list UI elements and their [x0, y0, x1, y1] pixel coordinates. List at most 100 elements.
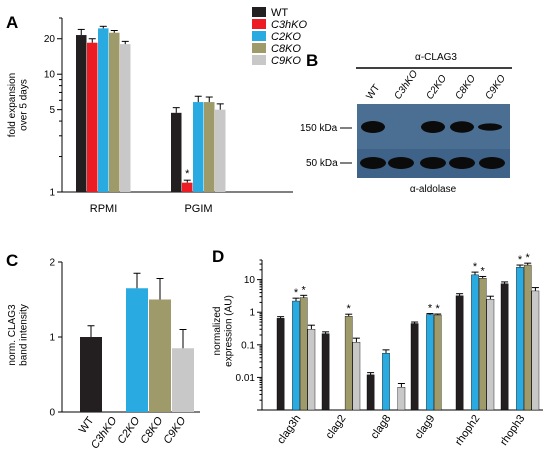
- blot-band-clag3: [361, 121, 385, 133]
- blot-title: α-CLAG3: [415, 52, 457, 63]
- x-tick-label: PGIM: [184, 203, 212, 215]
- bar-pgim-c2ko: [193, 102, 204, 192]
- x-tick-label-clag8: clag8: [369, 413, 394, 441]
- legend-swatch-c8ko: [252, 43, 266, 53]
- legend-label-c3hko: C3hKO: [271, 19, 308, 31]
- bar-clag8-wt: [366, 374, 375, 411]
- bar-rhoph3-wt: [500, 283, 509, 411]
- marker-150-kda: 150 kDa: [300, 123, 338, 134]
- bar-c9ko: [172, 348, 194, 412]
- significance-star: *: [436, 303, 441, 315]
- blot-lane-label-c8ko: C8KO: [453, 73, 478, 102]
- bar-clag3h-c8ko: [299, 297, 308, 411]
- significance-star: *: [473, 261, 478, 273]
- bar-pgim-c9ko: [215, 109, 226, 192]
- bar-rhoph3-c2ko: [516, 267, 524, 411]
- x-tick-label-rhoph2: rhoph2: [453, 413, 482, 448]
- blot-lane-label-c3hko: C3hKO: [392, 68, 420, 101]
- bar-wt: [80, 337, 102, 412]
- bar-pgim-wt: [171, 112, 182, 192]
- legend-label-c8ko: C8KO: [271, 43, 301, 55]
- marker-50-kda: 50 kDa: [306, 158, 338, 169]
- bar-rpmi-c8ko: [109, 32, 120, 192]
- y-tick-label: 20: [44, 34, 56, 45]
- bar-clag3h-c2ko: [292, 300, 300, 411]
- bar-rhoph2-c8ko: [478, 278, 487, 411]
- legend-swatch-c3hko: [252, 19, 266, 29]
- bar-clag9-c2ko: [426, 314, 434, 411]
- y-tick-label: 1: [49, 333, 55, 344]
- bar-pgim-c8ko: [204, 102, 215, 192]
- bar-clag2-c9ko: [352, 342, 361, 411]
- bar-c2ko: [126, 288, 148, 412]
- bar-clag2-c8ko: [344, 316, 353, 411]
- bar-rpmi-c3hko: [87, 42, 98, 193]
- panel-letter-c: C: [6, 251, 18, 270]
- western-blot-panel: α-CLAG3 WT C3hKO C2KO C8KO C9KO 150 kDa 50 k…: [300, 52, 512, 195]
- chart-panel-a: 1 5 10 20 fold expansionover 5 days RPMI PGIM *: [7, 17, 293, 215]
- blot-band-clag3: [478, 123, 502, 131]
- x-tick-label-c2ko: C2KO: [115, 414, 142, 446]
- x-tick-label-c9ko: C9KO: [161, 414, 188, 446]
- bar-rhoph2-wt: [455, 295, 464, 411]
- significance-star: *: [185, 168, 190, 180]
- blot-band-clag3: [450, 121, 474, 133]
- bar-rhoph2-c2ko: [471, 274, 479, 411]
- blot-lane-label-wt: WT: [364, 83, 382, 102]
- bar-rpmi-c2ko: [98, 28, 109, 193]
- bar-rpmi-c9ko: [120, 44, 131, 192]
- bar-clag8-c2ko: [382, 353, 390, 411]
- x-tick-label-clag9: clag9: [413, 413, 438, 441]
- chart-panel-d: 0.01 0.1 1 10 normalizedexpression (AU) clag3…: [212, 252, 543, 448]
- legend-swatch-c9ko: [252, 55, 266, 65]
- legend-label-c2ko: C2KO: [271, 31, 301, 43]
- panel-letter-d: D: [212, 247, 224, 266]
- bar-clag8-c9ko: [397, 387, 406, 411]
- significance-star: *: [347, 303, 352, 315]
- y-tick-label: 5: [49, 105, 55, 116]
- bar-clag9-wt: [410, 323, 419, 411]
- x-tick-label-wt: WT: [77, 415, 97, 436]
- y-tick-label: 1: [49, 188, 55, 199]
- x-tick-label: RPMI: [90, 203, 118, 215]
- blot-band-aldolase: [420, 157, 446, 169]
- blot-lane-label-c2ko: C2KO: [424, 73, 449, 102]
- x-tick-label-clag3h: clag3h: [275, 413, 303, 446]
- y-tick-label: 10: [44, 70, 56, 81]
- x-tick-label-rhoph3: rhoph3: [498, 413, 527, 448]
- significance-star: *: [294, 287, 299, 299]
- blot-band-aldolase: [388, 157, 414, 169]
- legend-label-wt: WT: [271, 7, 288, 19]
- y-axis-label: normalizedexpression (AU): [212, 295, 235, 367]
- bar-clag9-c8ko: [433, 314, 442, 411]
- blot-band-aldolase: [360, 157, 386, 169]
- bar-clag3h-c9ko: [307, 329, 316, 411]
- x-tick-label-clag2: clag2: [324, 413, 349, 441]
- bar-rhoph3-c8ko: [523, 264, 532, 411]
- panel-letter-b: B: [306, 51, 318, 70]
- bar-rhoph3-c9ko: [531, 290, 540, 411]
- significance-star: *: [428, 303, 433, 315]
- y-tick-label: 0.01: [236, 373, 256, 384]
- y-axis-label: norm. CLAG3band intensity: [7, 304, 30, 366]
- x-tick-label-c8ko: C8KO: [138, 414, 165, 446]
- bar-clag2-wt: [321, 333, 330, 411]
- bar-pgim-c3hko: [182, 182, 193, 192]
- y-tick-label: 1: [249, 308, 255, 319]
- blot-band-clag3: [421, 121, 445, 133]
- legend-label-c9ko: C9KO: [271, 55, 301, 67]
- bar-clag3h-wt: [276, 318, 285, 411]
- legend-swatch-c2ko: [252, 31, 266, 41]
- blot-band-aldolase: [479, 157, 505, 169]
- panel-letter-a: A: [6, 13, 18, 32]
- bar-rhoph2-c9ko: [486, 299, 495, 411]
- blot-bottom-label: α-aldolase: [410, 184, 457, 195]
- significance-star: *: [526, 252, 531, 264]
- y-tick-label: 0.1: [241, 340, 255, 351]
- significance-star: *: [302, 284, 307, 296]
- bar-c8ko: [149, 299, 171, 412]
- blot-lane-labels: WT C3hKO C2KO C8KO C9KO: [364, 68, 508, 101]
- blot-lane-label-c9ko: C9KO: [483, 73, 508, 102]
